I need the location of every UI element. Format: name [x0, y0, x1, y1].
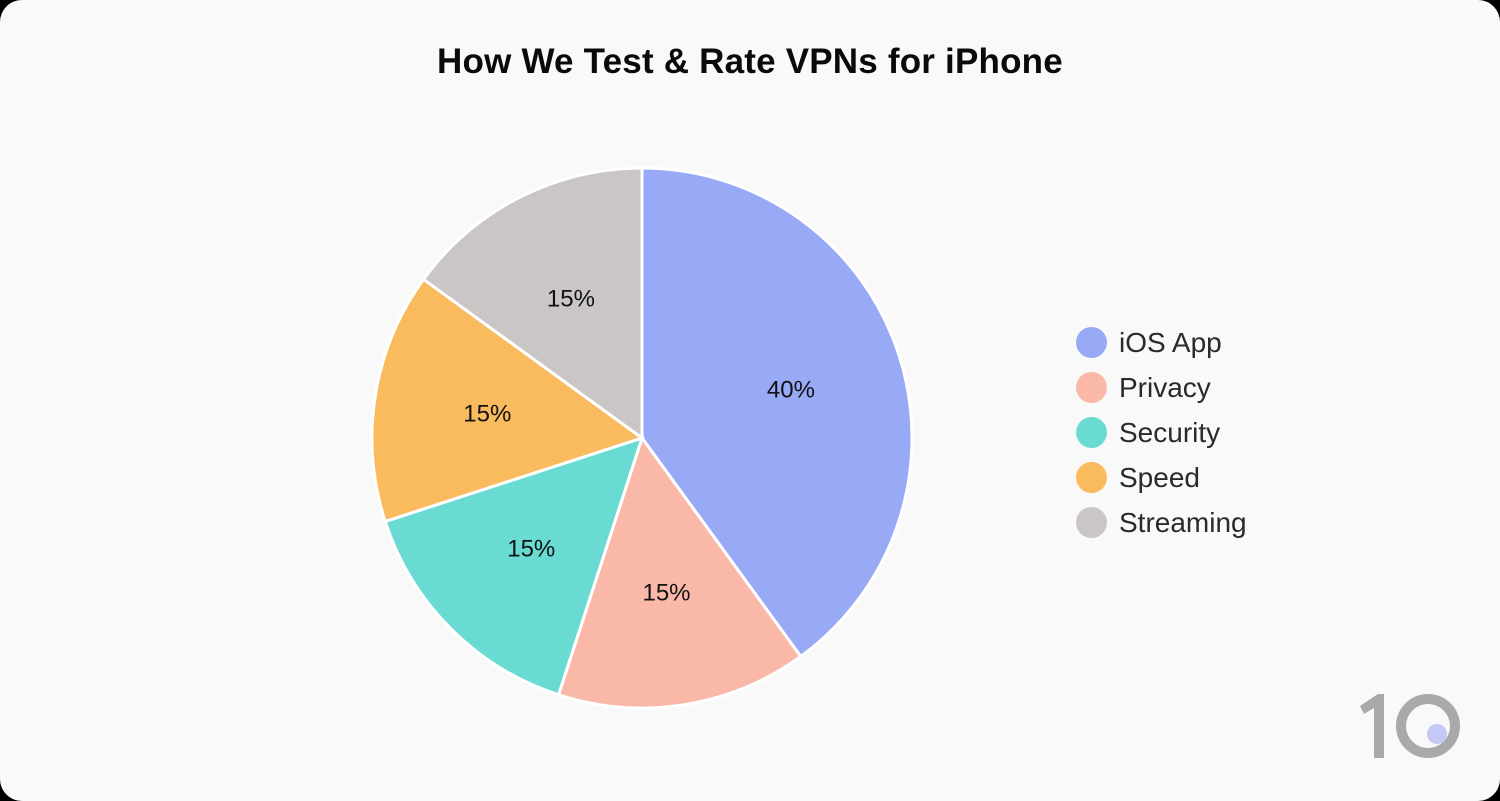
chart-title: How We Test & Rate VPNs for iPhone [437, 42, 1063, 81]
pie-slice-speed [370, 277, 646, 524]
slice-value-label: 15% [642, 580, 690, 607]
pie-slices [370, 166, 914, 710]
legend-label: Speed [1119, 461, 1200, 493]
legend-label: iOS App [1119, 326, 1222, 358]
legend-swatch-icon [1076, 372, 1107, 403]
legend-item-speed: Speed [1076, 455, 1247, 500]
legend-item-streaming: Streaming [1076, 500, 1247, 545]
slice-value-label: 15% [507, 536, 555, 563]
pie-slice-privacy [556, 434, 803, 710]
legend-label: Security [1119, 416, 1221, 448]
legend-swatch-icon [1076, 462, 1107, 493]
pie-slice-streaming [421, 166, 644, 441]
slice-value-label: 40% [767, 377, 815, 404]
legend: iOS App Privacy Security Speed Streaming [1076, 320, 1247, 545]
pie-slice-ios-app [640, 166, 914, 659]
pie-slice-security [383, 435, 645, 697]
legend-item-security: Security [1076, 410, 1247, 455]
brand-logo-icon [1360, 694, 1460, 758]
legend-label: Streaming [1119, 506, 1247, 538]
legend-swatch-icon [1076, 327, 1107, 358]
legend-swatch-icon [1076, 417, 1107, 448]
slice-value-label: 15% [463, 401, 511, 428]
pie-labels: 40% 15% 15% 15% 15% [463, 285, 815, 606]
slice-value-label: 15% [547, 285, 595, 312]
legend-label: Privacy [1119, 371, 1211, 403]
legend-swatch-icon [1076, 507, 1107, 538]
legend-item-privacy: Privacy [1076, 365, 1247, 410]
legend-item-ios-app: iOS App [1076, 320, 1247, 365]
